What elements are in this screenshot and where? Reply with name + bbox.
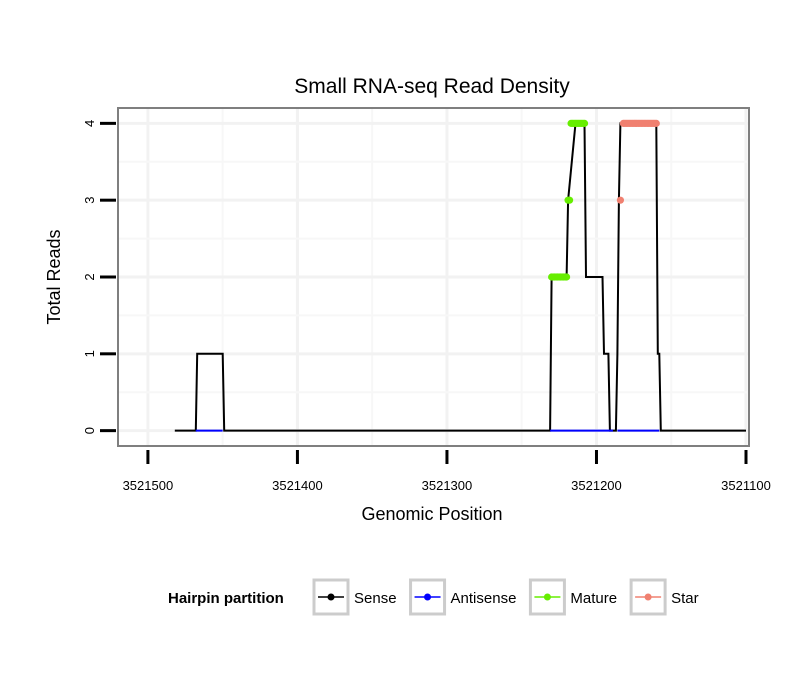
x-axis-label: Genomic Position [361, 504, 502, 524]
x-tick-label: 3521100 [721, 478, 771, 493]
star-point [616, 196, 625, 204]
star-legend-dot [644, 593, 652, 601]
y-axis-label: Total Reads [44, 229, 64, 324]
y-tick-label: 0 [82, 427, 97, 434]
x-tick-label: 3521500 [123, 478, 174, 493]
mature-legend-dot [543, 593, 551, 601]
mature-point [565, 196, 574, 204]
antisense-legend-label: Antisense [451, 590, 517, 607]
x-tick-label: 3521400 [272, 478, 323, 493]
axis-layer: 3521500 3521400 3521300 3521200 3521100 0 1 2 3 4 [82, 120, 771, 493]
legend-title: Hairpin partition [168, 590, 284, 607]
y-tick-label: 3 [82, 197, 97, 204]
sense-legend-label: Sense [354, 590, 397, 607]
chart-title: Small RNA-seq Read Density [294, 75, 570, 98]
y-tick-label: 1 [82, 350, 97, 357]
mature-point [562, 273, 571, 281]
star-legend-label: Star [671, 590, 699, 607]
x-tick-label: 3521200 [571, 478, 622, 493]
antisense-legend-dot [424, 593, 432, 601]
legend: Hairpin partition Sense Antisense Mature St… [168, 578, 699, 616]
y-tick-label: 2 [82, 273, 97, 280]
mature-point [580, 119, 589, 127]
mature-legend-label: Mature [570, 590, 617, 607]
star-point [652, 119, 660, 127]
x-tick-label: 3521300 [422, 478, 473, 493]
y-tick-label: 4 [82, 120, 97, 127]
sense-legend-dot [327, 593, 335, 601]
series-layer [174, 119, 746, 432]
